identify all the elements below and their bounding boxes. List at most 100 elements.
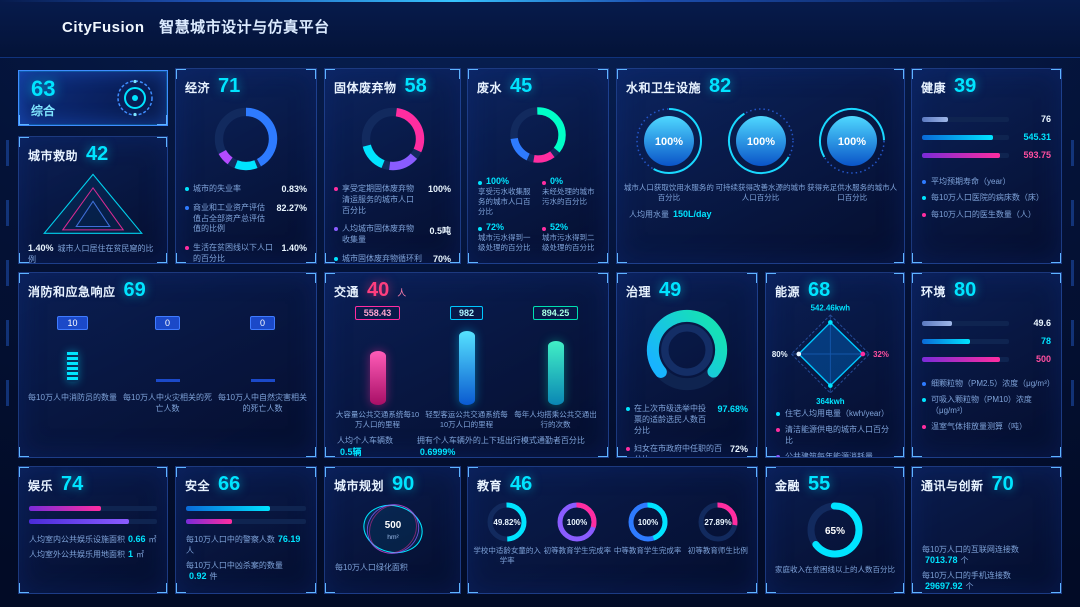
stat-value: 70% <box>432 253 451 264</box>
panel-environment[interactable]: 环境 80 49.6 78 500 细颗粒物（PM2.5）浓度（μg/m³） 可吸… <box>911 272 1062 458</box>
bar-value: 78 <box>1040 336 1051 346</box>
stat-value: 100% <box>427 184 451 194</box>
safety-title: 安全 <box>185 479 211 493</box>
stat-value: 72% <box>729 444 748 455</box>
bullet-icon <box>922 425 926 430</box>
recreation-score: 74 <box>61 473 84 495</box>
wastewater-stat: 100% 享受污水收集服务的城市人口百分比 <box>478 176 534 216</box>
panel-health[interactable]: 健康 39 76 545.31 593.75 平均预期寿命（year） 每10万人… <box>911 68 1062 264</box>
panel-rescue[interactable]: 城市救助 42 1.40% 城市人口居住在贫民窟的比例 <box>18 136 168 264</box>
fire-value-chip: 10 <box>57 316 88 330</box>
panel-governance[interactable]: 治理 49 在上次市级选举中投票的适龄选民人数百分比 97.68% 妇女在市政府中任… <box>616 272 758 458</box>
environment-title: 环境 <box>921 285 947 299</box>
solid-waste-stat-row: 享受定期固体废弃物清运服务的城市人口百分比 100% <box>325 180 460 220</box>
safety-stat: 每10万人口中的警察人数 76.19人 <box>186 534 301 555</box>
panel-finance[interactable]: 金融 55 65% 家庭收入在贫困线以上的人数百分比 <box>765 466 905 594</box>
wastewater-donut-chart <box>510 107 566 163</box>
svg-text:100%: 100% <box>746 136 774 148</box>
solid-waste-score: 58 <box>404 75 427 97</box>
health-score: 39 <box>954 75 977 97</box>
bar-value: 500 <box>1035 354 1051 364</box>
wastewater-title: 废水 <box>477 81 503 95</box>
energy-score: 68 <box>808 279 831 301</box>
fire-group: 10 每10万人中消防员的数量 <box>27 316 119 414</box>
water-stat: 人均用水量 150L/day <box>617 203 904 220</box>
bar-value: 593.75 <box>1023 150 1051 160</box>
panel-telecom[interactable]: 通讯与创新 70 每10万人口的互联网连接数7013.78 个 每10万人口的手机连… <box>911 466 1062 594</box>
panel-economy[interactable]: 经济 71 城市的失业率 0.83% 商业和工业资产评估值占全部资产总评估值的比例 8… <box>175 68 317 264</box>
panel-recreation[interactable]: 娱乐 74 人均室内公共娱乐设施面积 0.66 ㎡ 人均室外公共娱乐用地面积 1 ㎡ <box>18 466 168 594</box>
stat-label: 妇女在市政府中任职的百分比 <box>634 444 722 457</box>
panel-water[interactable]: 水和卫生设施 82 100% 城市人口获取饮用水服务的百分比 100% 可 <box>616 68 905 264</box>
bar-value-chip: 982 <box>449 306 484 320</box>
composite-label: 综合 <box>31 103 56 118</box>
bar-label: 轻型客运公共交通系统每10万人口的里程 <box>425 410 508 430</box>
donut-label: 中等教育学生完成率 <box>613 546 682 555</box>
governance-stat-row: 妇女在市政府中任职的百分比 72% <box>617 440 757 457</box>
transport-score: 40 <box>367 279 390 301</box>
stat-label: 城市污水得到二级处理的百分比 <box>542 233 595 252</box>
rescue-stat-label: 城市人口居住在贫民窟的比例 <box>28 244 154 264</box>
stat-label: 享受定期固体废弃物清运服务的城市人口百分比 <box>342 184 414 215</box>
bar-label: 大容量公共交通系统每10万人口的里程 <box>335 410 420 430</box>
planning-blob-chart: 500 hm² <box>362 504 423 554</box>
panel-safety[interactable]: 安全 66 每10万人口中的警察人数 76.19人 每10万人口中凶杀案的数量0.9… <box>175 466 317 594</box>
cylinder-bar <box>458 331 475 405</box>
recreation-stat: 人均室内公共娱乐设施面积 0.66 ㎡ <box>29 534 157 544</box>
bar-value: 76 <box>1040 114 1051 124</box>
rescue-score: 42 <box>86 143 109 165</box>
environment-score: 80 <box>954 279 977 301</box>
fire-label: 每10万人中火灾相关的死亡人数 <box>123 393 212 414</box>
solid-waste-stat-row: 人均城市固体废弃物收集量 0.5吨 <box>325 220 460 250</box>
finance-score: 55 <box>808 473 831 495</box>
solid-waste-donut-chart <box>361 107 424 171</box>
stat-value: 0% <box>550 176 564 186</box>
header-accent-line <box>0 0 1080 2</box>
panel-education[interactable]: 教育 46 49.82% 学校中适龄女童的入学率 100% 初等教育学生完成率 <box>467 466 758 594</box>
education-donut-group: 100% 初等教育学生完成率 <box>543 500 611 566</box>
cylinder-bar <box>547 341 564 405</box>
transport-stat: 人均个人车辆数0.5辆 <box>337 436 393 457</box>
governance-gauge-chart <box>646 309 728 391</box>
stat-value: 97.68% <box>717 404 748 414</box>
wastewater-stat: 0% 未经处理的城市污水的百分比 <box>542 176 598 216</box>
health-legend-item: 平均预期寿命（year） <box>912 174 1061 190</box>
panel-fire[interactable]: 消防和应急响应 69 10 每10万人中消防员的数量 0 每10万人中火灾相关的死… <box>18 272 317 458</box>
cylinder-bar <box>369 351 386 405</box>
stat-value: 52% <box>550 222 569 233</box>
safety-stat: 每10万人口中凶杀案的数量0.92 件 <box>186 561 283 581</box>
bar-value-chip: 894.25 <box>532 306 579 320</box>
telecom-score: 70 <box>991 473 1014 495</box>
stat-value: 0.83% <box>281 184 307 194</box>
panel-energy[interactable]: 能源 68 542.46kwh 32% 364kwh 80% 住宅人均用电量（kw… <box>765 272 905 458</box>
transport-title: 交通 <box>334 285 360 299</box>
health-bar-row: 593.75 <box>922 150 1051 160</box>
panel-composite[interactable]: 63 综合 <box>18 70 168 126</box>
water-score: 82 <box>709 75 732 97</box>
app-title: CityFusion 智慧城市设计与仿真平台 <box>62 16 330 37</box>
finance-donut-chart: 65% <box>807 502 863 558</box>
panel-transport[interactable]: 交通 40 人 558.43 大容量公共交通系统每10万人口的里程 982 轻型客运… <box>324 272 609 458</box>
water-gauge-chart: 100% <box>635 108 702 174</box>
donut-label: 初等教育学生完成率 <box>543 546 612 555</box>
panel-solid-waste[interactable]: 固体废弃物 58 享受定期固体废弃物清运服务的城市人口百分比 100% 人均城市固体… <box>324 68 461 264</box>
rescue-stat-value: 1.40% <box>28 243 54 253</box>
education-donut-chart: 100% <box>557 502 597 542</box>
fire-title: 消防和应急响应 <box>28 285 116 299</box>
telecom-title: 通讯与创新 <box>921 479 984 493</box>
rescue-triangle-chart <box>43 173 143 234</box>
panel-planning[interactable]: 城市规划 90 500 hm² 每10万人口绿化面积 <box>324 466 461 594</box>
bullet-icon <box>542 226 546 231</box>
svg-text:80%: 80% <box>772 350 788 359</box>
composite-inner: 63 综合 <box>19 71 167 125</box>
water-title: 水和卫生设施 <box>626 81 702 95</box>
panel-wastewater[interactable]: 废水 45 100% 享受污水收集服务的城市人口百分比 0% 未经处理的城市污水的百分… <box>467 68 609 264</box>
transport-bar-group: 982 轻型客运公共交通系统每10万人口的里程 <box>424 306 510 430</box>
education-title: 教育 <box>477 479 503 493</box>
stat-label: 城市固体废弃物循环利用的百分比 <box>342 253 422 263</box>
energy-legend-item: 住宅人均用电量（kwh/year） <box>766 406 904 422</box>
bar-value: 49.6 <box>1033 318 1051 328</box>
stat-label: 生活在贫困线以下人口的百分比 <box>193 243 273 263</box>
stat-value: 100% <box>486 176 510 186</box>
bullet-icon <box>185 187 189 191</box>
